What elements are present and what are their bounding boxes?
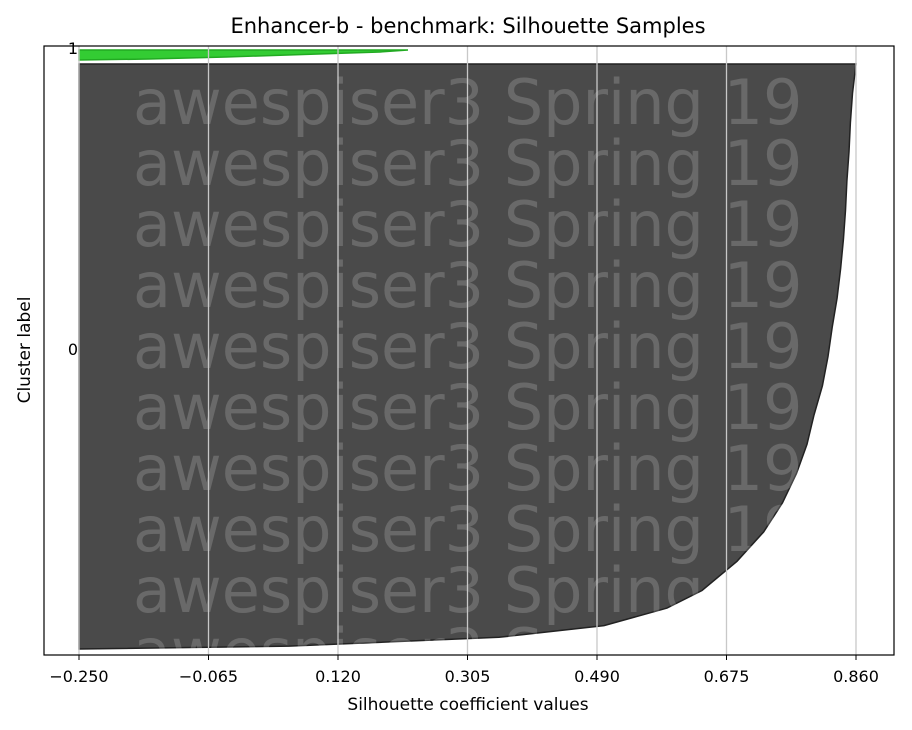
y-tick-label: 0 <box>68 340 78 359</box>
x-tick-label: 0.305 <box>445 667 491 686</box>
x-tick-label: 0.675 <box>704 667 750 686</box>
x-tick-label: −0.065 <box>179 667 238 686</box>
x-axis-label: Silhouette coefficient values <box>347 695 588 715</box>
x-tick-label: 0.120 <box>315 667 361 686</box>
x-tick-label: 0.490 <box>574 667 620 686</box>
x-tick-label: 0.860 <box>833 667 879 686</box>
plot-frame <box>43 45 895 656</box>
y-axis-label: Cluster label <box>15 297 35 404</box>
x-axis-ticks: −0.250 −0.065 0.120 0.305 0.490 0.675 0.860 <box>49 655 879 686</box>
x-tick-label: −0.250 <box>49 667 108 686</box>
y-tick-label: 1 <box>68 39 78 58</box>
y-axis-ticks: 01 <box>68 39 78 359</box>
chart-title: Enhancer-b - benchmark: Silhouette Sampl… <box>230 14 705 38</box>
cluster-1-silhouette <box>78 49 409 61</box>
